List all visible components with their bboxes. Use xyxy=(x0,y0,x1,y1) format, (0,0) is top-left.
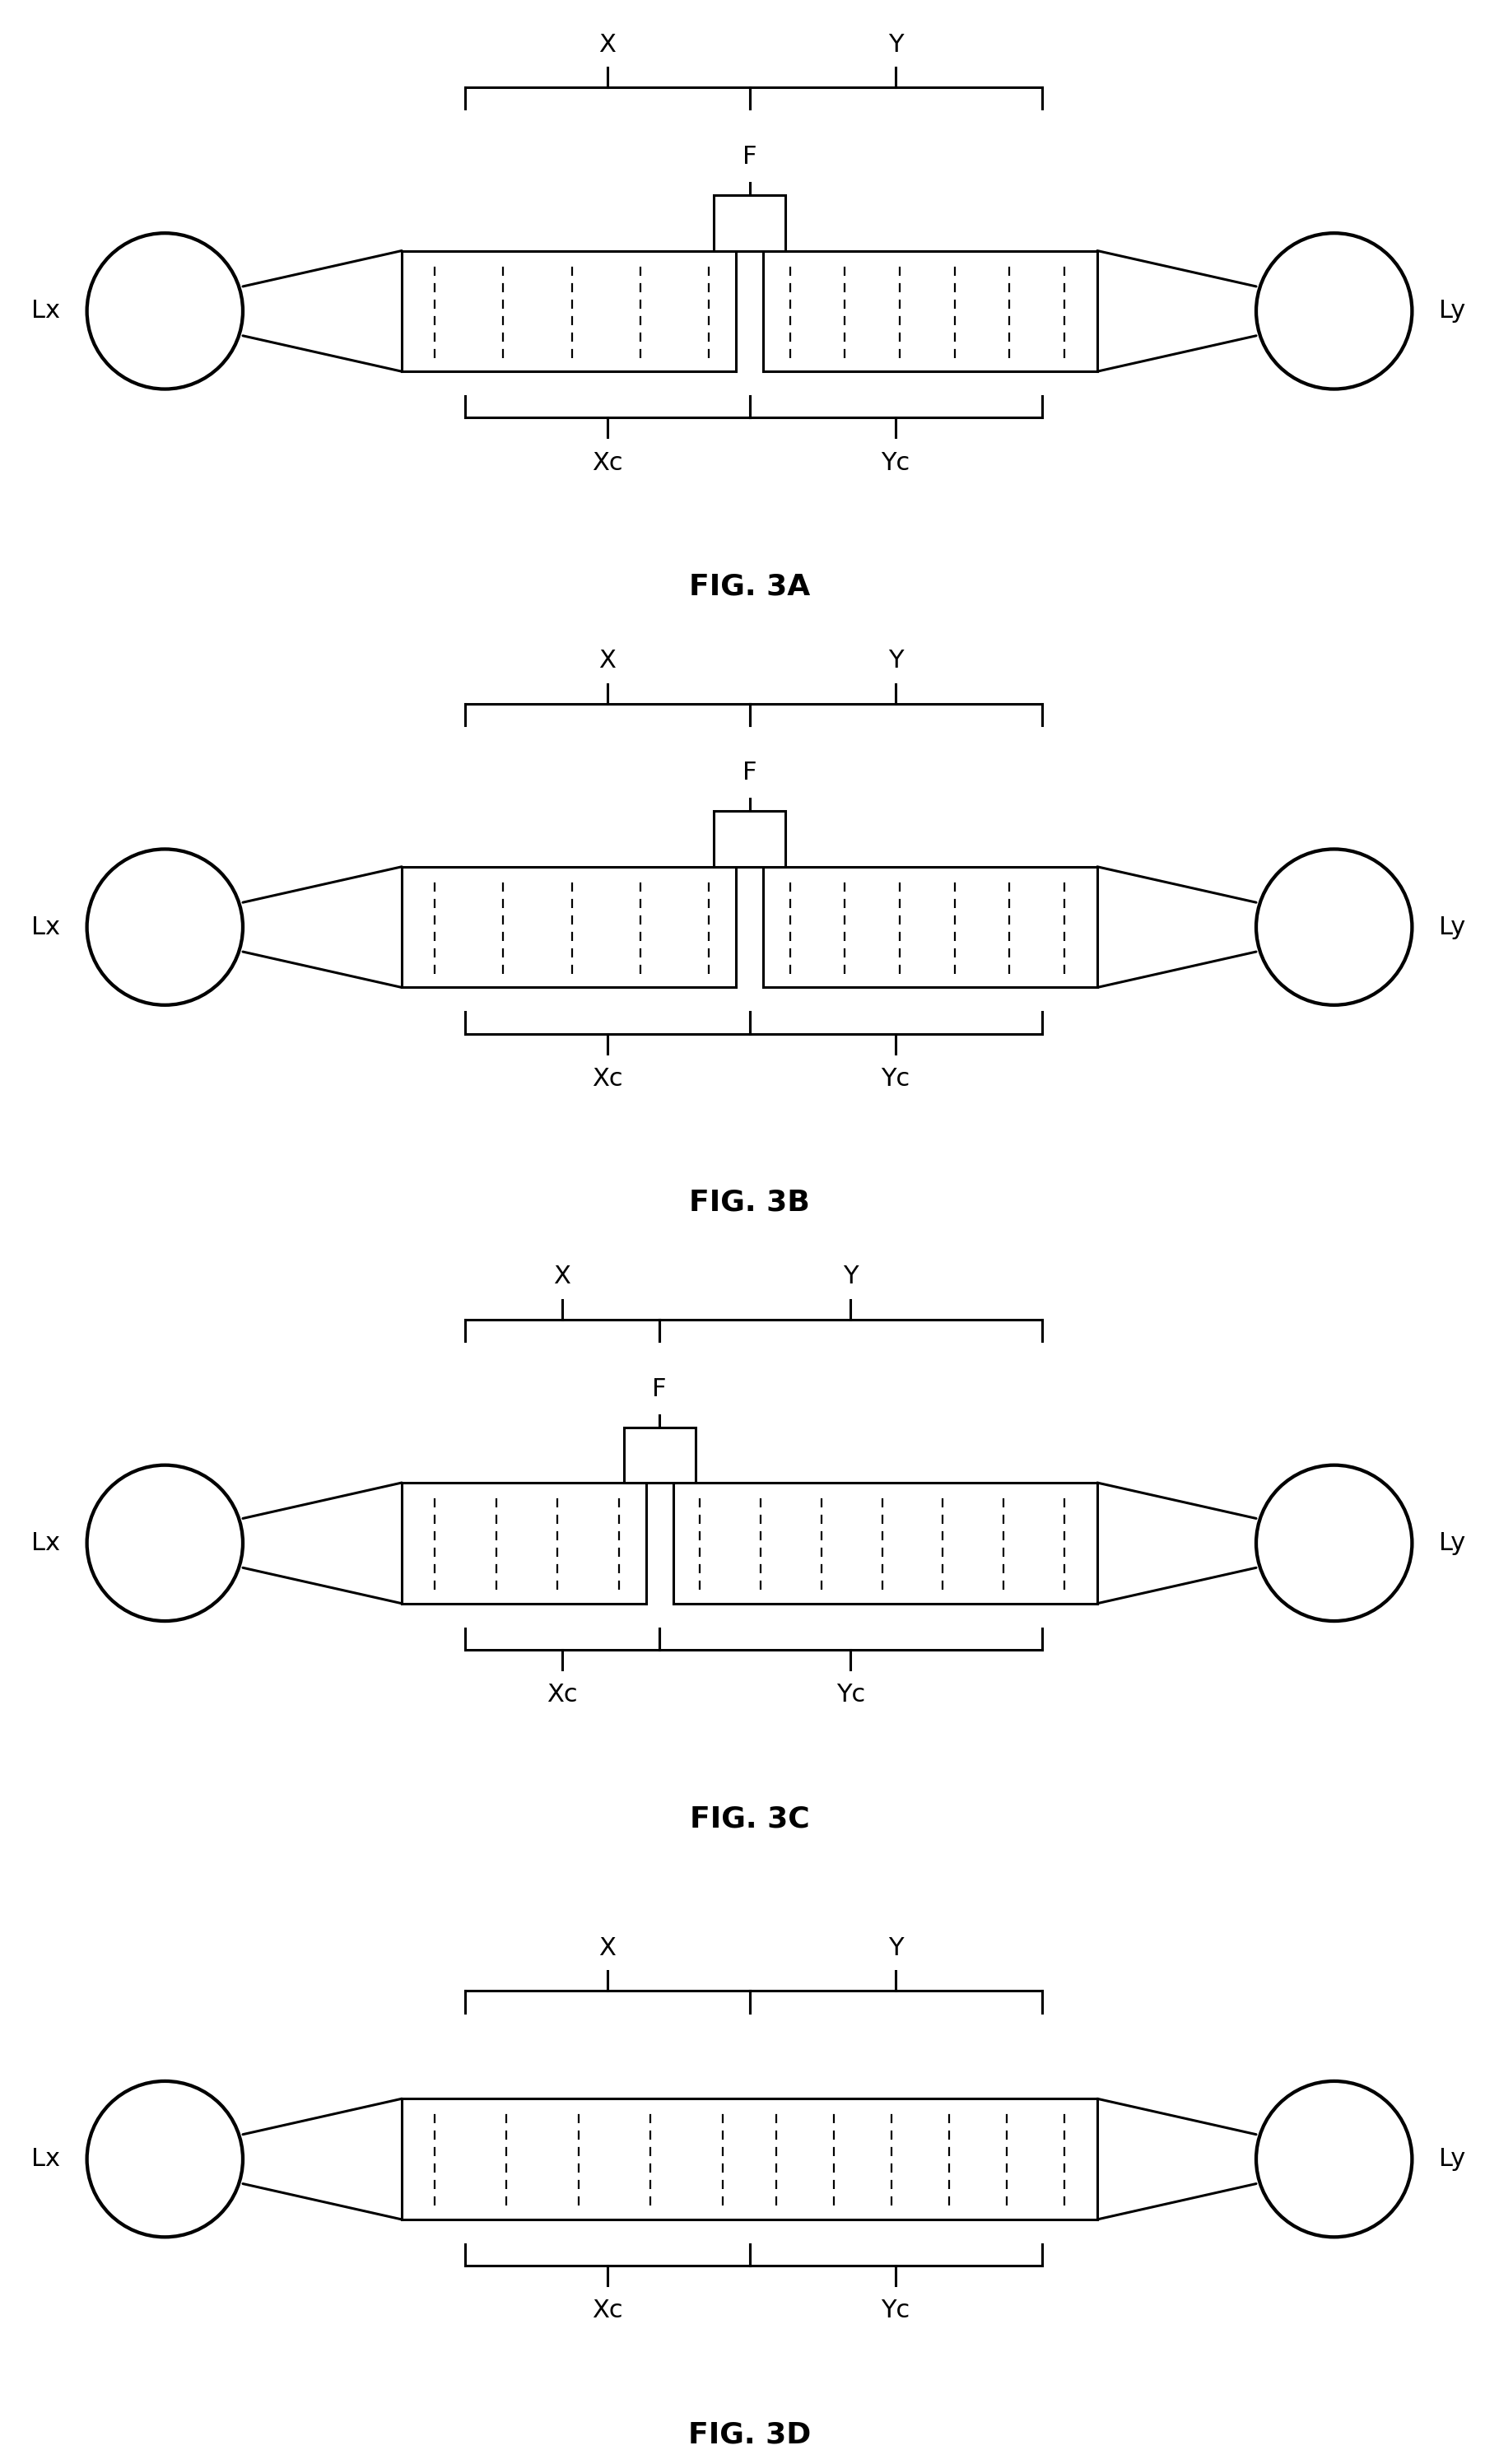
Text: Y: Y xyxy=(887,648,904,673)
Text: FIG. 3B: FIG. 3B xyxy=(690,1188,809,1217)
Text: FIG. 3C: FIG. 3C xyxy=(690,1804,809,1833)
Text: X: X xyxy=(553,1264,571,1289)
Bar xyxy=(714,811,785,867)
Bar xyxy=(714,195,785,251)
Text: F: F xyxy=(742,145,757,168)
Text: X: X xyxy=(598,1937,616,1961)
Text: Yc: Yc xyxy=(836,1683,865,1708)
Text: Ly: Ly xyxy=(1439,2146,1466,2171)
Text: Xc: Xc xyxy=(547,1683,577,1708)
Text: Ly: Ly xyxy=(1439,914,1466,939)
Text: Y: Y xyxy=(842,1264,859,1289)
Text: X: X xyxy=(598,648,616,673)
Text: Xc: Xc xyxy=(592,451,622,476)
Text: X: X xyxy=(598,32,616,57)
Text: Yc: Yc xyxy=(881,2299,910,2324)
Text: FIG. 3D: FIG. 3D xyxy=(688,2420,811,2449)
Text: Yc: Yc xyxy=(881,451,910,476)
Text: F: F xyxy=(652,1377,667,1400)
Text: Lx: Lx xyxy=(31,2146,60,2171)
Text: Y: Y xyxy=(887,32,904,57)
Text: Lx: Lx xyxy=(31,298,60,323)
Text: FIG. 3A: FIG. 3A xyxy=(690,572,809,601)
Text: Lx: Lx xyxy=(31,914,60,939)
Text: F: F xyxy=(742,761,757,784)
Text: Lx: Lx xyxy=(31,1530,60,1555)
Text: Xc: Xc xyxy=(592,1067,622,1092)
Text: Ly: Ly xyxy=(1439,1530,1466,1555)
Text: Yc: Yc xyxy=(881,1067,910,1092)
Text: Ly: Ly xyxy=(1439,298,1466,323)
Text: Y: Y xyxy=(887,1937,904,1961)
Text: Xc: Xc xyxy=(592,2299,622,2324)
Bar xyxy=(624,1427,696,1483)
